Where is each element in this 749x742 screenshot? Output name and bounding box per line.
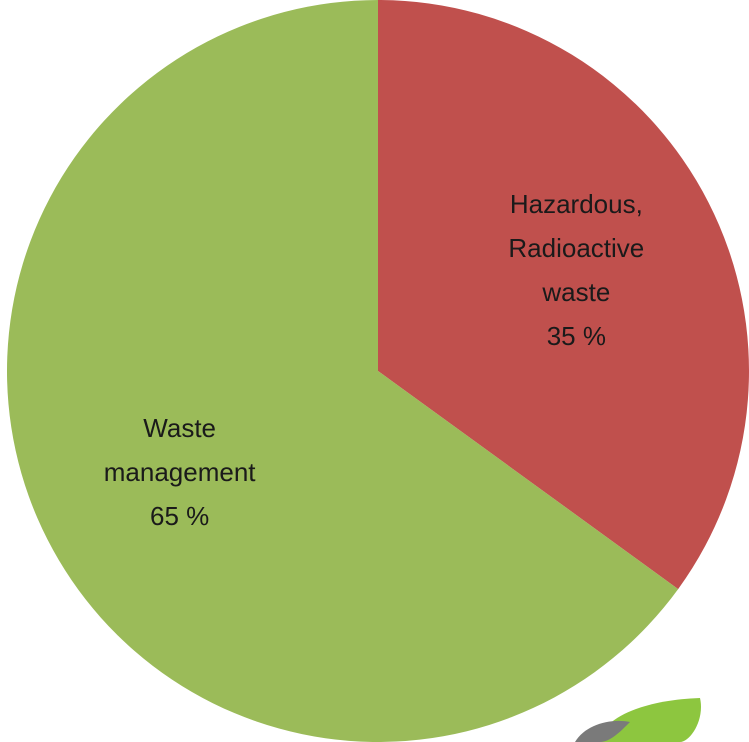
slices <box>6 0 749 742</box>
category-label: Hazardous, Radioactive waste <box>508 188 645 307</box>
value-label: 65 % <box>150 501 210 532</box>
slice-label: Waste management 65 % <box>85 406 275 538</box>
value-label: 35 % <box>546 320 606 351</box>
pie-slice <box>378 0 749 590</box>
logo-leaf-grey <box>575 720 630 742</box>
category-label: Waste management <box>103 413 256 488</box>
pie-slice <box>6 0 679 742</box>
logo-leaf <box>600 698 701 742</box>
slice-label: Hazardous, Radioactive waste 35 % <box>481 182 671 358</box>
logo <box>575 698 701 742</box>
